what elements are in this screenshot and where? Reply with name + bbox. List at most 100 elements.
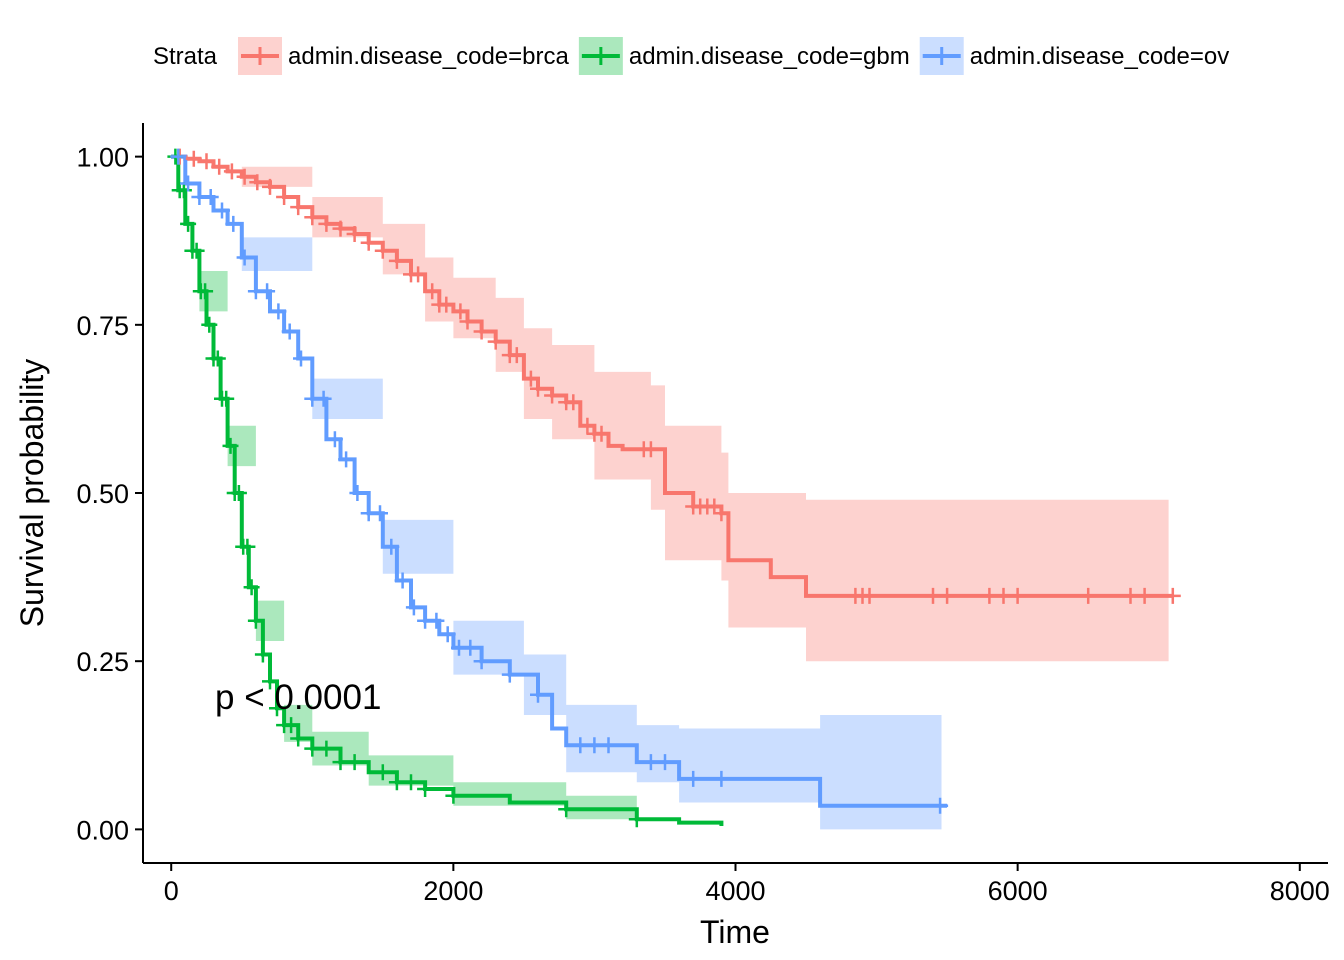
censor-mark <box>642 441 659 458</box>
p-value-annotation: p < 0.0001 <box>215 678 381 717</box>
y-tick-label: 1.00 <box>76 143 129 173</box>
censor-mark <box>276 189 293 205</box>
censor-mark <box>214 202 230 219</box>
censor-mark <box>315 390 332 407</box>
censor-mark <box>388 774 405 791</box>
censor-mark <box>332 220 349 237</box>
censor-mark <box>283 717 300 734</box>
censor-mark <box>211 158 228 175</box>
censor-mark <box>628 811 645 828</box>
y-tick-label: 0.50 <box>76 479 129 509</box>
censor-mark <box>236 168 253 185</box>
censor-mark <box>501 666 518 683</box>
censor-mark <box>445 787 462 804</box>
censor-mark <box>939 587 956 604</box>
censor-mark <box>473 653 490 670</box>
censor-mark <box>713 770 730 787</box>
legend-entry-2: admin.disease_code=ov <box>970 43 1230 70</box>
censor-mark <box>586 737 603 754</box>
censor-mark <box>1122 587 1139 604</box>
censor-mark <box>428 612 445 629</box>
legend: Strata admin.disease_code=brca admin.dise… <box>153 37 1229 75</box>
censor-mark <box>403 774 419 791</box>
censor-mark <box>522 370 539 387</box>
censor-mark <box>254 646 271 663</box>
censor-mark <box>544 387 561 404</box>
censor-mark <box>180 215 197 232</box>
censor-mark <box>530 686 546 703</box>
censor-mark <box>247 612 264 629</box>
censor-mark <box>462 639 479 656</box>
censor-mark <box>332 754 349 771</box>
censor-mark <box>1080 587 1097 604</box>
censor-mark <box>170 148 187 165</box>
censor-mark <box>424 283 441 300</box>
censor-mark <box>383 538 400 555</box>
legend-entry-0: admin.disease_code=brca <box>288 43 570 70</box>
censor-mark <box>249 174 266 191</box>
censor-mark <box>685 770 702 787</box>
censor-mark <box>861 587 878 604</box>
censor-mark <box>360 234 377 251</box>
censor-mark <box>259 283 276 300</box>
censor-mark <box>932 797 949 814</box>
censor-mark <box>1136 587 1153 604</box>
censor-mark <box>349 485 366 501</box>
censor-mark <box>558 801 575 818</box>
censor-mark <box>459 313 476 330</box>
censor-mark <box>185 150 202 167</box>
x-tick-label: 8000 <box>1270 876 1330 906</box>
y-tick-label: 0.00 <box>76 815 129 845</box>
censor-mark <box>230 485 247 501</box>
censor-mark <box>225 215 242 232</box>
censor-mark <box>243 579 260 596</box>
confidence-band-2 <box>171 156 942 830</box>
axes: 0 2000 4000 6000 8000 0.00 0.25 0.50 0.75 1.00 <box>76 123 1330 906</box>
x-tick-label: 6000 <box>988 876 1048 906</box>
y-axis-title: Survival probability <box>14 359 50 628</box>
censor-mark <box>981 587 998 604</box>
censor-mark <box>290 730 307 747</box>
censor-marks <box>167 148 1181 828</box>
legend-entry-1: admin.disease_code=gbm <box>629 43 910 70</box>
y-tick-label: 0.75 <box>76 311 129 341</box>
censor-mark <box>209 350 226 367</box>
censor-mark <box>417 781 434 797</box>
censor-mark <box>218 390 235 407</box>
x-axis-title: Time <box>700 914 770 950</box>
censor-mark <box>508 347 525 364</box>
censor-mark <box>374 764 391 781</box>
x-tick-label: 0 <box>164 876 179 906</box>
censor-mark <box>372 505 388 522</box>
censor-mark <box>304 209 321 226</box>
censor-mark <box>262 673 278 690</box>
censor-mark <box>706 498 723 515</box>
censor-mark <box>262 178 278 195</box>
censor-mark <box>188 242 205 259</box>
censor-mark <box>236 249 253 266</box>
censor-mark <box>410 266 427 283</box>
censor-mark <box>487 333 504 350</box>
censor-mark <box>1164 587 1181 604</box>
censor-mark <box>593 425 610 442</box>
x-tick-label: 2000 <box>423 876 483 906</box>
censor-mark <box>452 303 469 320</box>
censor-mark <box>222 437 239 454</box>
censor-mark <box>293 350 309 367</box>
censor-mark <box>565 394 582 411</box>
y-tick-label: 0.25 <box>76 647 129 677</box>
legend-title: Strata <box>153 43 218 70</box>
censor-mark <box>394 572 411 589</box>
censor-mark <box>198 153 215 170</box>
censor-mark <box>180 175 197 192</box>
confidence-band-0 <box>171 156 1169 662</box>
censor-mark <box>439 626 456 643</box>
censor-mark <box>572 737 589 754</box>
censor-mark <box>326 431 343 448</box>
censor-mark <box>713 505 730 522</box>
censor-mark <box>600 737 617 754</box>
censor-mark <box>1009 587 1026 604</box>
censor-mark <box>657 754 673 771</box>
censor-mark <box>374 242 391 259</box>
